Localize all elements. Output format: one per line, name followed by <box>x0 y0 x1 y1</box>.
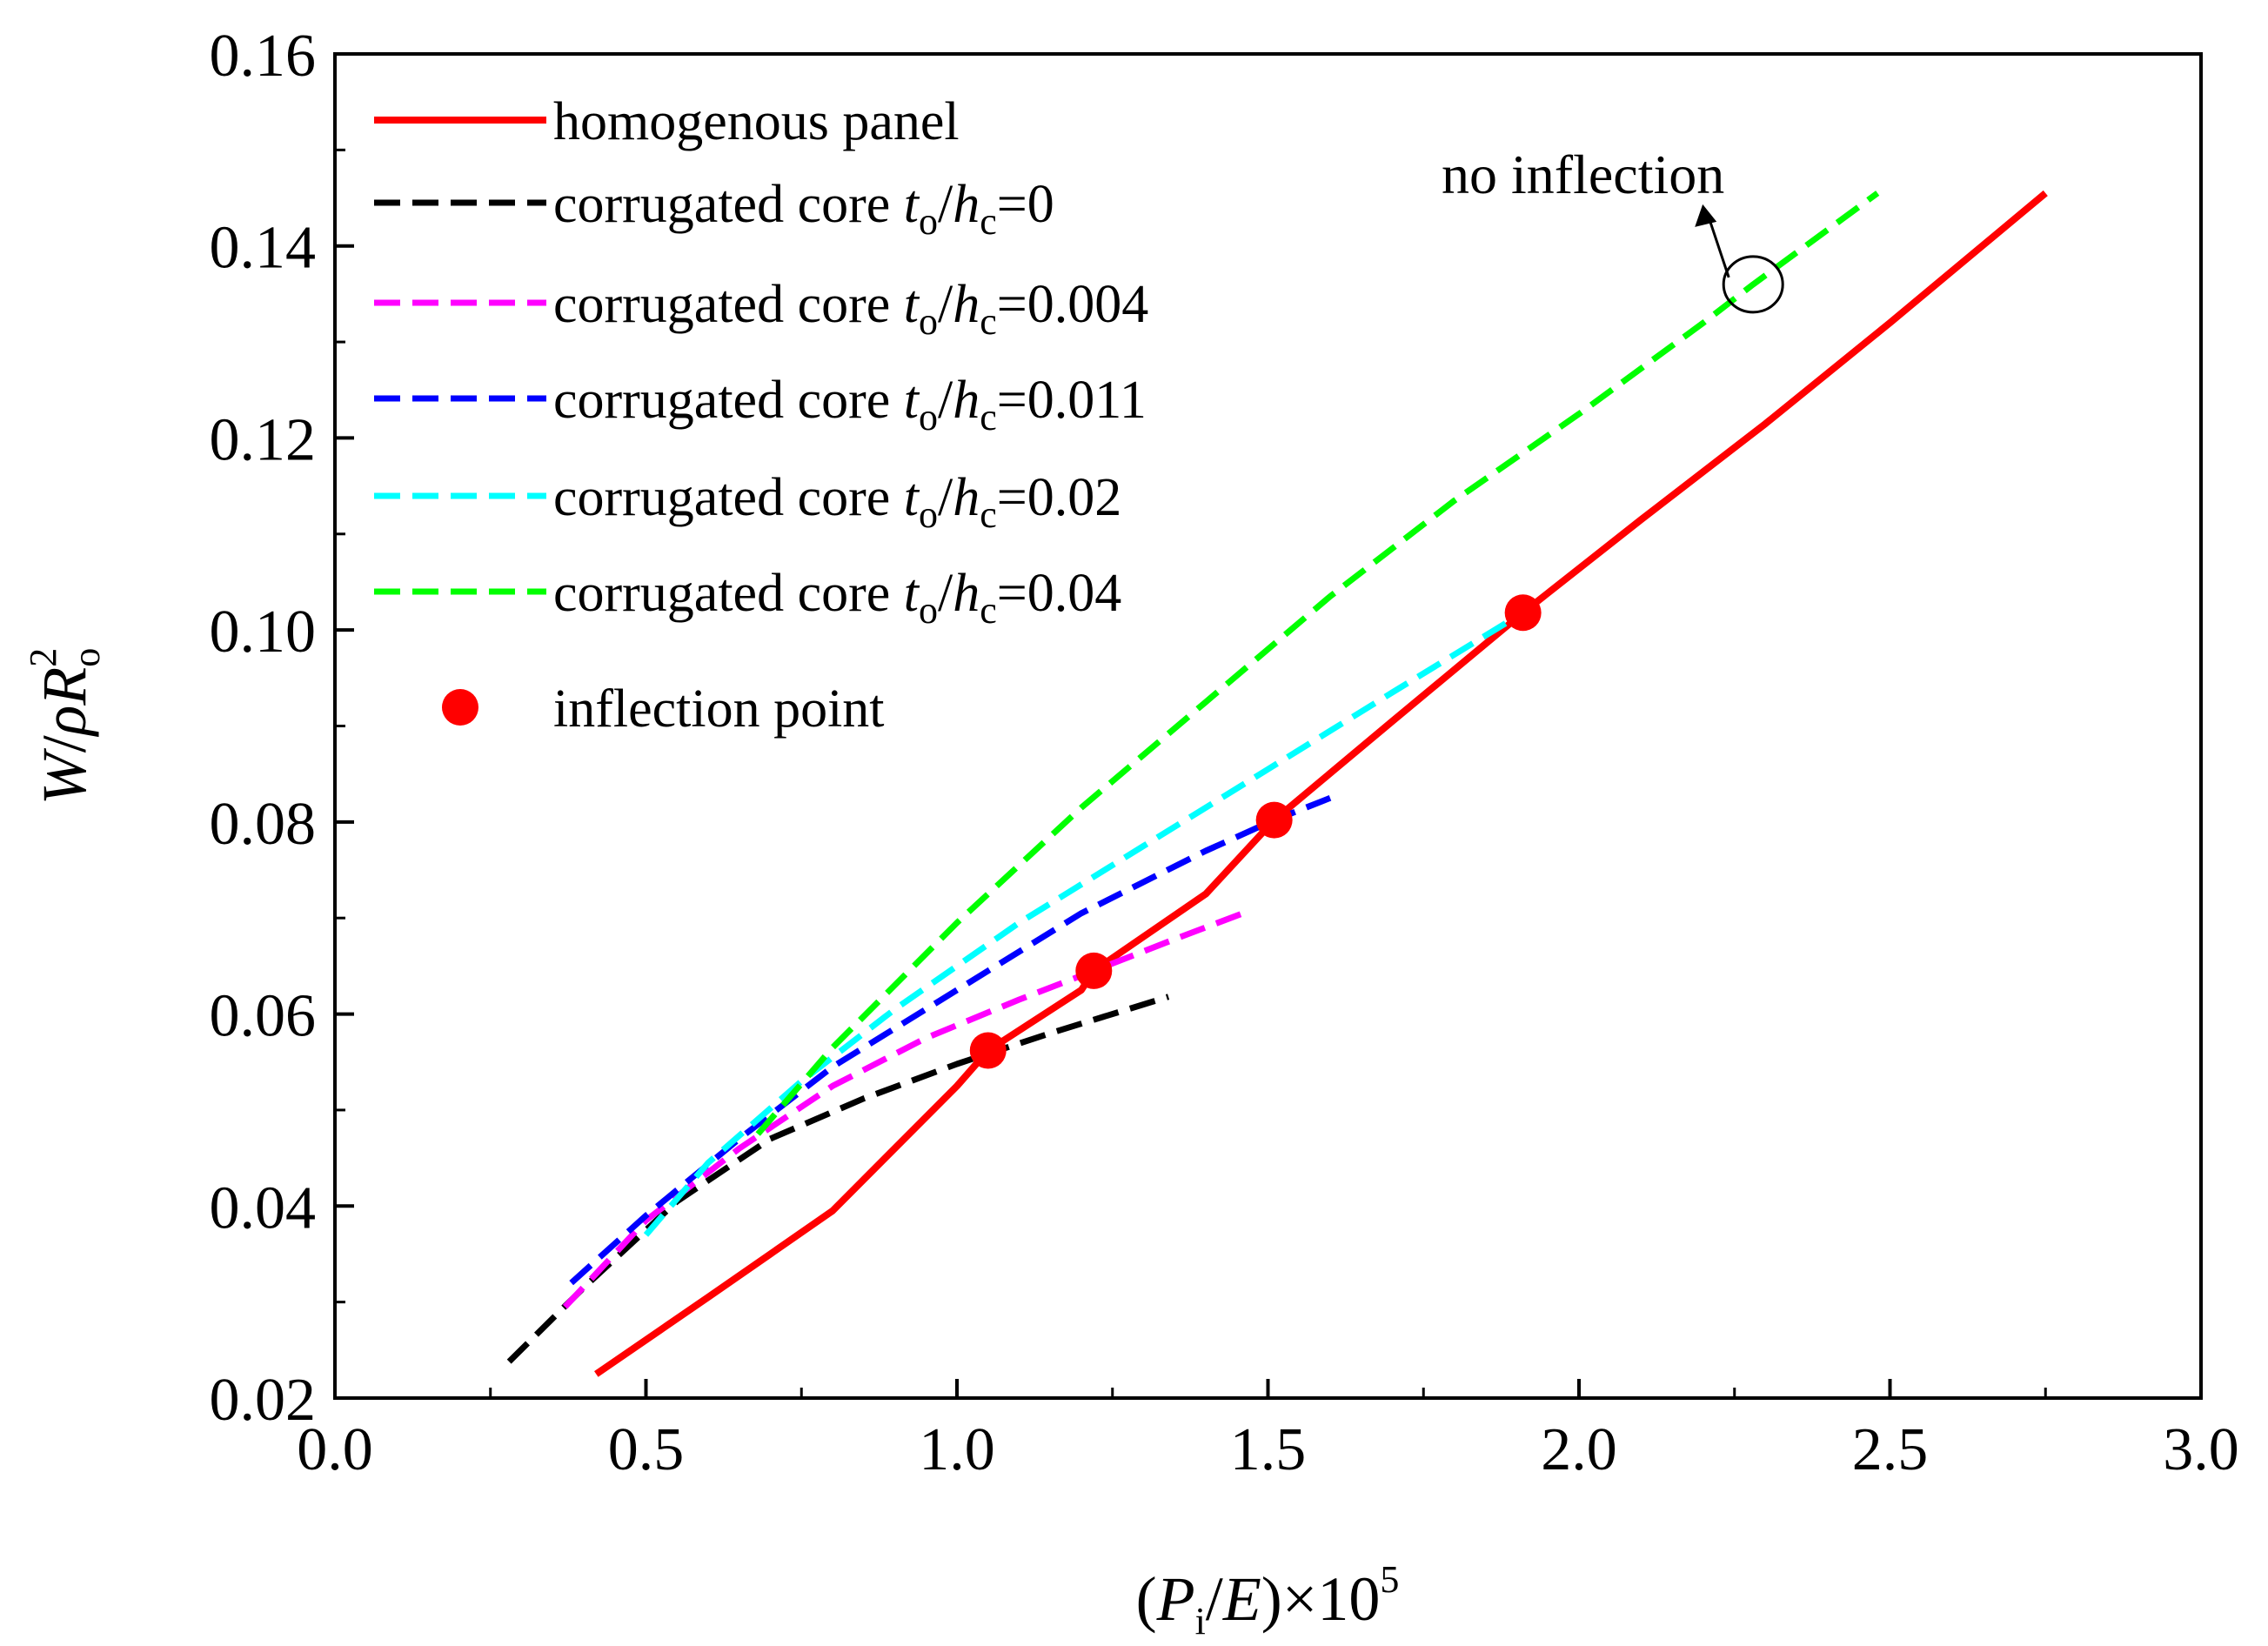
inflection-points-group <box>969 594 1542 1069</box>
legend-label-to-hc-0.004: corrugated core to/hc=0.004 <box>553 275 1148 343</box>
x-tick-label: 0.5 <box>608 1416 685 1483</box>
y-tick-label: 0.08 <box>210 791 317 858</box>
series-line-corrugated-core-to-hc-0.02 <box>643 610 1525 1237</box>
y-tick-label: 0.06 <box>210 983 317 1050</box>
inflection-point-marker <box>1255 801 1293 839</box>
annotation-no-inflection: no inflection <box>1442 144 1784 314</box>
y-tick-label: 0.10 <box>210 599 317 666</box>
series-line-corrugated-core-to-hc-0.011 <box>569 795 1332 1286</box>
legend-label-homogenous-panel: homogenous panel <box>553 92 960 151</box>
x-tick-label: 1.0 <box>919 1416 995 1483</box>
legend-marker-inflection-point <box>442 689 478 726</box>
x-tick-label: 0.0 <box>297 1416 373 1483</box>
x-tick-label: 2.0 <box>1541 1416 1617 1483</box>
series-line-corrugated-core-to-hc-0 <box>506 994 1170 1364</box>
annotation-arrowhead <box>1695 204 1717 227</box>
annotation-circle <box>1722 255 1784 314</box>
series-group <box>506 190 2048 1377</box>
legend-label-inflection-point: inflection point <box>553 679 885 739</box>
series-line-corrugated-core-to-hc-0.004 <box>562 910 1245 1309</box>
x-tick-label: 3.0 <box>2163 1416 2239 1483</box>
annotation-text: no inflection <box>1442 144 1724 205</box>
series-line-corrugated-core-to-hc-0.04 <box>755 191 1880 1136</box>
legend: homogenous panel corrugated core to/hc=0… <box>374 92 1148 739</box>
inflection-point-marker <box>969 1032 1007 1069</box>
x-axis: 0.0 0.5 1.0 1.5 2.0 2.5 3.0 <box>297 1379 2239 1483</box>
y-tick-label: 0.04 <box>210 1174 317 1241</box>
x-tick-label: 2.5 <box>1852 1416 1929 1483</box>
x-tick-label: 1.5 <box>1230 1416 1307 1483</box>
series-line-homogenous-panel <box>594 190 2048 1377</box>
x-axis-title: (Pi/E)×105 <box>1136 1558 1400 1643</box>
y-tick-label: 0.02 <box>210 1367 317 1434</box>
inflection-point-marker <box>1504 594 1542 632</box>
legend-label-to-hc-0.02: corrugated core to/hc=0.02 <box>553 468 1121 536</box>
y-axis-title: W/ρRo2 <box>22 648 108 806</box>
y-tick-label: 0.12 <box>210 406 317 473</box>
annotation-arrow <box>1706 214 1730 278</box>
legend-label-to-hc-0.011: corrugated core to/hc=0.011 <box>553 371 1147 438</box>
legend-label-to-hc-0.04: corrugated core to/hc=0.04 <box>553 564 1121 632</box>
y-tick-label: 0.14 <box>210 215 317 282</box>
inflection-point-marker <box>1075 952 1113 989</box>
y-axis: 0.02 0.04 0.06 0.08 0.10 0.12 0.14 0.16 <box>210 23 354 1434</box>
legend-label-to-hc-0: corrugated core to/hc=0 <box>553 175 1054 243</box>
y-tick-label: 0.16 <box>210 23 317 90</box>
